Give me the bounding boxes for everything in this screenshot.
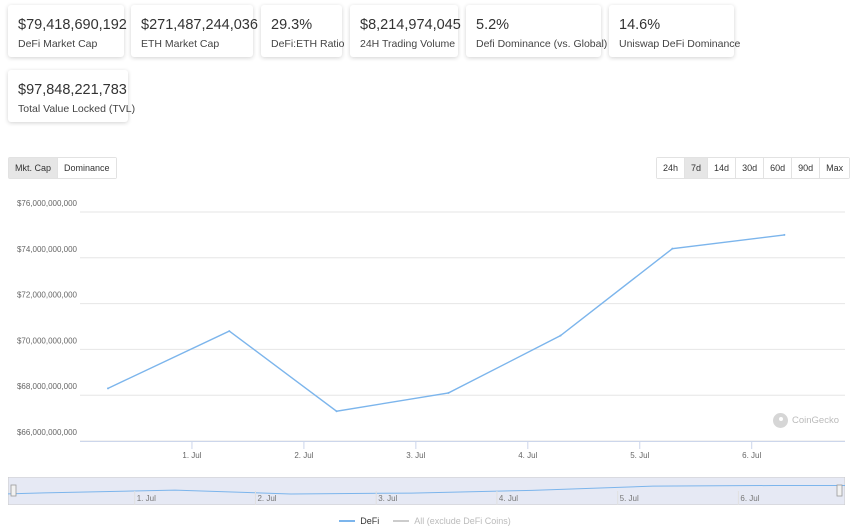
- market-cap-chart: $66,000,000,000 $68,000,000,000 $70,000,00…: [0, 195, 850, 465]
- legend-item-defi[interactable]: DeFi: [339, 513, 379, 529]
- legend-line-all: [393, 520, 410, 522]
- x-tick-label: 6. Jul: [742, 451, 761, 460]
- stat-value: $97,848,221,783: [18, 82, 127, 98]
- chart-legend: DeFi All (exclude DeFi Coins): [0, 513, 850, 529]
- stat-label: ETH Market Cap: [141, 38, 220, 50]
- chart-svg: $66,000,000,000 $68,000,000,000 $70,000,00…: [17, 199, 845, 460]
- navigator-tick-label: 6. Jul: [740, 494, 759, 503]
- coingecko-logo-icon: [773, 413, 788, 428]
- stat-card: $97,848,221,783 Total Value Locked (TVL): [8, 70, 136, 122]
- stat-card: $271,487,244,036 ETH Market Cap: [131, 5, 258, 57]
- x-tick-label: 4. Jul: [518, 451, 537, 460]
- legend-label-all: All (exclude DeFi Coins): [414, 516, 511, 526]
- stat-card: $79,418,690,192 DeFi Market Cap: [8, 5, 127, 57]
- y-tick-label: $76,000,000,000: [17, 199, 78, 208]
- data-point-defi: [335, 410, 338, 413]
- data-point-defi: [559, 334, 562, 337]
- legend-line-defi: [339, 520, 356, 522]
- range-max[interactable]: Max: [820, 158, 850, 178]
- stat-card: 5.2% Defi Dominance (vs. Global): [466, 5, 608, 57]
- navigator-tick-label: 2. Jul: [257, 494, 276, 503]
- stat-value: 5.2%: [476, 17, 510, 33]
- stat-label: Defi Dominance (vs. Global): [476, 38, 608, 50]
- data-point-defi: [447, 391, 450, 394]
- coingecko-watermark: CoinGecko: [773, 413, 839, 428]
- x-tick-label: 3. Jul: [406, 451, 425, 460]
- range-90d[interactable]: 90d: [792, 158, 821, 178]
- data-point-defi: [671, 247, 674, 250]
- stat-label: DeFi:ETH Ratio: [271, 38, 345, 50]
- stat-value: $79,418,690,192: [18, 17, 127, 33]
- chart-navigator[interactable]: 1. Jul 2. Jul 3. Jul 4. Jul 5. Jul 6. Jul: [7, 476, 846, 506]
- data-point-defi: [783, 233, 786, 236]
- range-30d[interactable]: 30d: [736, 158, 765, 178]
- navigator-handle-right[interactable]: [836, 484, 843, 497]
- range-selector: 24h 7d 14d 30d 60d 90d Max: [656, 157, 850, 179]
- legend-label-defi: DeFi: [360, 516, 380, 526]
- y-tick-label: $70,000,000,000: [17, 336, 78, 345]
- range-14d[interactable]: 14d: [708, 158, 737, 178]
- stat-value: 14.6%: [619, 17, 661, 33]
- range-24h[interactable]: 24h: [657, 158, 686, 178]
- range-60d[interactable]: 60d: [764, 158, 793, 178]
- stat-card: $8,214,974,045 24H Trading Volume: [350, 5, 461, 57]
- stat-label: Total Value Locked (TVL): [18, 103, 136, 115]
- data-point-defi: [228, 330, 231, 333]
- stat-value: 29.3%: [271, 17, 313, 33]
- navigator-svg: 1. Jul 2. Jul 3. Jul 4. Jul 5. Jul 6. Jul: [7, 476, 846, 506]
- navigator-series-line: [7, 485, 845, 495]
- legend-item-all[interactable]: All (exclude DeFi Coins): [393, 513, 511, 529]
- series-line-defi: [107, 234, 785, 412]
- stat-value: $271,487,244,036: [141, 17, 258, 33]
- stat-card: 14.6% Uniswap DeFi Dominance: [609, 5, 741, 57]
- y-tick-label: $74,000,000,000: [17, 245, 78, 254]
- tab-mkt-cap[interactable]: Mkt. Cap: [9, 158, 59, 178]
- stat-value: $8,214,974,045: [360, 17, 461, 33]
- y-tick-label: $68,000,000,000: [17, 382, 78, 391]
- navigator-handle-left[interactable]: [10, 484, 17, 497]
- x-tick-label: 1. Jul: [182, 451, 201, 460]
- y-tick-label: $66,000,000,000: [17, 428, 78, 437]
- y-tick-label: $72,000,000,000: [17, 291, 78, 300]
- stat-label: 24H Trading Volume: [360, 38, 456, 50]
- data-point-defi: [106, 387, 109, 390]
- navigator-tick-label: 1. Jul: [137, 494, 156, 503]
- navigator-tick-label: 4. Jul: [499, 494, 518, 503]
- stat-card: 29.3% DeFi:ETH Ratio: [261, 5, 345, 57]
- tab-dominance[interactable]: Dominance: [58, 158, 116, 178]
- x-tick-label: 5. Jul: [630, 451, 649, 460]
- range-7d[interactable]: 7d: [685, 158, 709, 178]
- stat-label: Uniswap DeFi Dominance: [619, 38, 741, 50]
- x-tick-label: 2. Jul: [294, 451, 313, 460]
- navigator-tick-label: 3. Jul: [378, 494, 397, 503]
- stat-label: DeFi Market Cap: [18, 38, 98, 50]
- watermark-text: CoinGecko: [792, 415, 839, 426]
- view-toggle: Mkt. Cap Dominance: [8, 157, 117, 179]
- navigator-tick-label: 5. Jul: [620, 494, 639, 503]
